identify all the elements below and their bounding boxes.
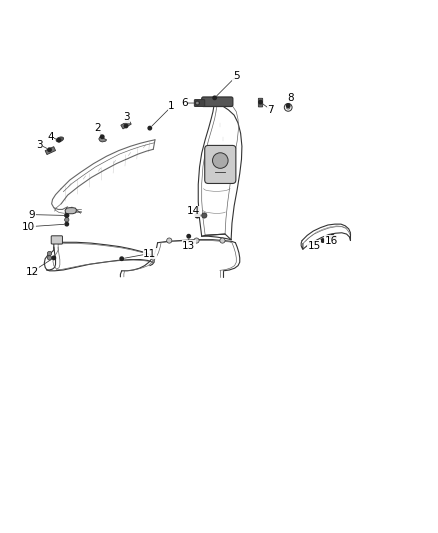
- Text: 13: 13: [182, 241, 195, 251]
- Circle shape: [194, 238, 199, 243]
- Circle shape: [65, 213, 69, 217]
- Circle shape: [321, 239, 325, 243]
- Circle shape: [286, 104, 290, 107]
- Circle shape: [212, 153, 228, 168]
- Text: 7: 7: [268, 105, 274, 115]
- Circle shape: [65, 222, 68, 226]
- Circle shape: [100, 135, 104, 139]
- Polygon shape: [121, 120, 131, 129]
- Circle shape: [65, 214, 68, 217]
- Circle shape: [57, 139, 61, 142]
- FancyBboxPatch shape: [51, 236, 63, 244]
- Circle shape: [333, 236, 337, 239]
- Text: 10: 10: [22, 222, 35, 232]
- Text: 3: 3: [123, 112, 129, 122]
- Circle shape: [284, 103, 292, 111]
- Circle shape: [120, 257, 124, 261]
- Circle shape: [329, 236, 332, 239]
- Text: 9: 9: [29, 209, 35, 220]
- Circle shape: [195, 213, 200, 218]
- Text: 8: 8: [287, 93, 293, 103]
- Circle shape: [47, 252, 52, 256]
- Ellipse shape: [56, 137, 64, 142]
- Circle shape: [213, 96, 216, 100]
- FancyBboxPatch shape: [205, 146, 236, 183]
- Text: 3: 3: [36, 140, 43, 150]
- Circle shape: [47, 256, 52, 260]
- Text: 14: 14: [187, 206, 200, 216]
- Circle shape: [202, 213, 207, 218]
- Text: 4: 4: [47, 132, 54, 142]
- Circle shape: [196, 101, 199, 105]
- Circle shape: [196, 214, 199, 217]
- Polygon shape: [99, 137, 106, 142]
- Circle shape: [48, 148, 51, 151]
- Circle shape: [65, 217, 69, 222]
- FancyBboxPatch shape: [194, 100, 205, 107]
- FancyBboxPatch shape: [258, 98, 263, 107]
- Circle shape: [196, 101, 199, 105]
- Text: 2: 2: [95, 123, 101, 133]
- Text: 6: 6: [181, 98, 188, 108]
- Circle shape: [331, 235, 334, 238]
- Circle shape: [220, 238, 225, 243]
- Circle shape: [286, 106, 290, 109]
- Text: 11: 11: [143, 248, 156, 259]
- Text: 5: 5: [233, 71, 240, 81]
- Polygon shape: [45, 147, 56, 155]
- Circle shape: [187, 235, 191, 238]
- Circle shape: [148, 126, 152, 130]
- Circle shape: [52, 256, 56, 260]
- Text: 1: 1: [168, 101, 175, 111]
- Circle shape: [124, 124, 128, 128]
- Circle shape: [167, 238, 172, 243]
- Text: 12: 12: [25, 266, 39, 277]
- Text: 16: 16: [325, 236, 338, 246]
- Circle shape: [259, 100, 262, 104]
- FancyBboxPatch shape: [202, 97, 233, 107]
- Polygon shape: [65, 208, 76, 214]
- Text: 15: 15: [307, 241, 321, 251]
